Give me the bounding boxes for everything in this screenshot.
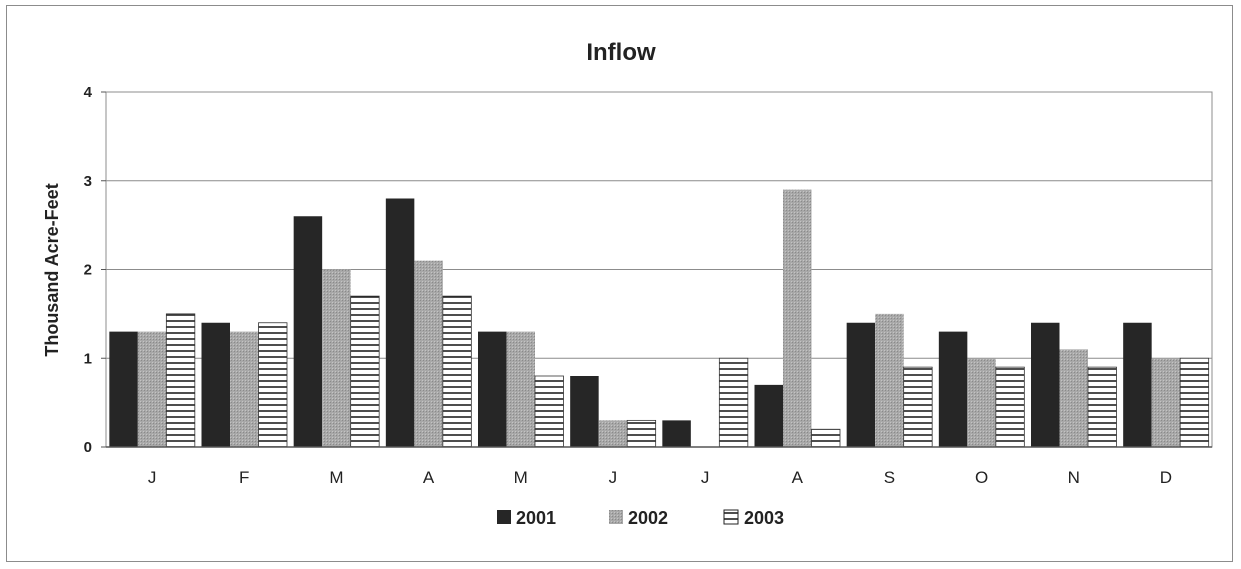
x-tick-label: J: [701, 468, 710, 487]
bar-2003-6: [626, 419, 657, 448]
chart-title: Inflow: [586, 39, 656, 66]
bar-2003-9: [903, 366, 933, 448]
y-tick-label: 0: [84, 439, 92, 456]
legend: 2001 2002 2003: [497, 508, 784, 528]
bar-2002-6: [598, 420, 628, 447]
bar-2001-3: [293, 216, 323, 447]
x-tick-label: D: [1160, 468, 1172, 487]
bar-2003-1: [165, 313, 196, 448]
x-tick-label: J: [148, 468, 157, 487]
x-tick-label: M: [329, 468, 343, 487]
x-tick-label: N: [1068, 468, 1080, 487]
bar-2001-4: [385, 198, 415, 447]
bars: [109, 189, 1210, 448]
y-axis-title: Thousand Acre-Feet: [42, 183, 62, 356]
legend-label-2001: 2001: [516, 508, 556, 528]
bar-2002-4: [414, 260, 443, 447]
x-tick-label: A: [792, 468, 804, 487]
bar-2001-1: [109, 331, 138, 447]
bar-2002-8: [783, 189, 812, 447]
legend-label-2003: 2003: [744, 508, 784, 528]
bar-2003-10: [995, 366, 1025, 448]
legend-label-2002: 2002: [628, 508, 668, 528]
bar-2002-5: [506, 331, 535, 447]
gridlines: [106, 180, 1212, 359]
legend-swatch-2003: [723, 509, 739, 525]
y-tick-label: 3: [84, 173, 92, 190]
y-axis-ticks: 0 1 2 3 4: [84, 84, 106, 456]
bar-2001-2: [201, 322, 230, 447]
legend-swatch-2001: [497, 510, 511, 524]
bar-2002-3: [322, 269, 351, 447]
bar-2003-5: [534, 375, 564, 448]
bar-2003-8: [811, 428, 841, 448]
bar-2001-12: [1123, 322, 1152, 447]
x-tick-label: A: [423, 468, 435, 487]
bar-2002-2: [230, 331, 259, 447]
bar-2002-9: [875, 313, 904, 447]
bar-2003-7: [718, 357, 749, 448]
y-tick-label: 1: [84, 350, 92, 367]
bar-2001-9: [846, 322, 876, 447]
x-tick-label: M: [514, 468, 528, 487]
legend-swatch-2002: [609, 510, 623, 524]
bar-2001-10: [938, 331, 968, 447]
y-tick-label: 2: [84, 262, 92, 279]
bar-2003-11: [1087, 366, 1117, 448]
x-tick-label: O: [975, 468, 988, 487]
y-tick-label: 4: [84, 84, 93, 101]
bar-2002-11: [1059, 349, 1088, 447]
bar-2002-1: [137, 331, 167, 447]
legend-item-2001: 2001: [497, 508, 556, 528]
bar-2003-4: [442, 295, 472, 448]
bar-2001-8: [754, 384, 783, 447]
legend-item-2002: 2002: [609, 508, 668, 528]
x-tick-label: J: [609, 468, 618, 487]
bar-2001-7: [662, 420, 691, 447]
bar-2002-10: [967, 358, 996, 447]
bar-2003-2: [258, 322, 288, 448]
x-tick-label: F: [239, 468, 249, 487]
bar-2003-12: [1179, 357, 1210, 448]
legend-item-2003: 2003: [723, 508, 784, 528]
x-tick-label: S: [884, 468, 895, 487]
bar-2001-5: [478, 331, 507, 447]
bar-2002-12: [1151, 358, 1181, 447]
bar-2001-11: [1031, 322, 1060, 447]
bar-2001-6: [570, 376, 599, 447]
bar-2003-3: [350, 295, 380, 448]
